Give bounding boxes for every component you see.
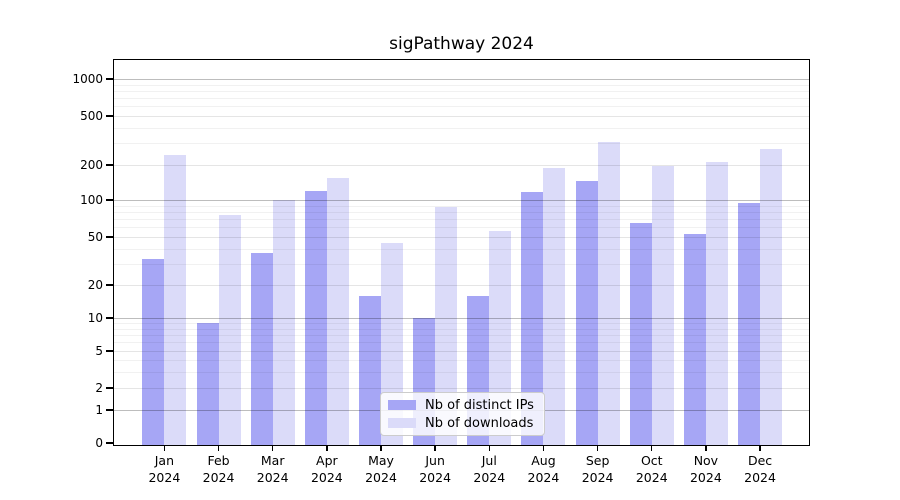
x-tick-mark (542, 446, 545, 451)
x-tick-year: 2024 (581, 470, 614, 485)
x-tick-mark (705, 446, 707, 451)
x-tick-month: Jun (425, 453, 445, 468)
bar-downloads-nov (705, 162, 728, 446)
x-tick-year: 2024 (256, 470, 289, 485)
x-tick-year: 2024 (473, 470, 506, 485)
x-tick-year: 2024 (527, 470, 560, 485)
bar-distinct-ips-feb (196, 323, 219, 446)
x-tick-month: May (368, 453, 394, 468)
bar-distinct-ips-aug (521, 191, 544, 446)
x-tick-label: Jul 2024 (461, 452, 517, 486)
chart-title: sigPathway 2024 (389, 34, 534, 54)
bar-downloads-jun (435, 206, 458, 446)
y-tick-mark (106, 236, 113, 238)
x-tick-year: 2024 (744, 470, 776, 485)
y-tick-label: 200 (80, 158, 103, 172)
x-tick-month: Feb (207, 453, 230, 468)
y-tick-label: 50 (87, 230, 103, 244)
bar-distinct-ips-dec (738, 202, 761, 446)
y-tick-label: 100 (80, 193, 103, 207)
x-tick-label: Aug 2024 (515, 452, 571, 486)
legend-label: Nb of distinct IPs (425, 397, 534, 413)
y-tick-mark (106, 164, 113, 166)
bar-downloads-mar (272, 200, 295, 446)
legend-item: Nb of distinct IPs (388, 398, 544, 413)
legend: Nb of distinct IPs Nb of downloads (380, 392, 545, 436)
bar-downloads-dec (760, 149, 783, 446)
y-tick-label: 20 (87, 278, 103, 292)
x-tick-year: 2024 (310, 470, 343, 485)
x-tick-label: Dec 2024 (732, 452, 788, 486)
y-tick-mark (106, 115, 113, 117)
bar-distinct-ips-nov (683, 233, 706, 446)
x-tick-label: Oct 2024 (624, 452, 680, 486)
x-tick-month: Dec (747, 453, 773, 468)
bar-distinct-ips-mar (250, 252, 273, 446)
x-tick-month: Apr (316, 453, 338, 468)
x-tick-label: Mar 2024 (245, 452, 301, 486)
x-tick-mark (272, 446, 274, 451)
x-tick-year: 2024 (689, 470, 722, 485)
x-tick-year: 2024 (635, 470, 668, 485)
y-tick-label: 500 (80, 109, 103, 123)
y-tick-label: 0 (95, 436, 103, 450)
y-tick-mark (106, 78, 113, 80)
bar-distinct-ips-apr (304, 190, 327, 446)
legend-label: Nb of downloads (425, 415, 534, 431)
y-tick-mark (106, 284, 113, 286)
legend-swatch-distinct-ips (388, 400, 416, 410)
x-tick-label: May 2024 (353, 452, 409, 486)
bar-downloads-oct (651, 166, 674, 446)
y-tick-mark (106, 409, 113, 411)
y-tick-label: 1 (95, 403, 103, 417)
x-tick-mark (759, 446, 761, 451)
x-tick-month: Sep (585, 453, 610, 468)
x-tick-label: Feb 2024 (191, 452, 247, 486)
x-tick-mark (380, 446, 382, 451)
x-tick-month: Jan (154, 453, 175, 468)
bar-downloads-apr (326, 177, 349, 446)
x-tick-label: Jun 2024 (407, 452, 463, 486)
legend-swatch-downloads (388, 418, 416, 428)
bar-downloads-feb (218, 214, 241, 446)
y-tick-mark (106, 442, 113, 444)
x-tick-mark (217, 446, 220, 451)
y-tick-label: 1000 (72, 72, 103, 86)
x-tick-label: Nov 2024 (678, 452, 734, 486)
y-tick-mark (106, 317, 113, 319)
y-tick-mark (106, 387, 113, 389)
bar-distinct-ips-sep (575, 181, 598, 446)
x-tick-month: Mar (260, 453, 285, 468)
y-tick-mark (106, 350, 113, 352)
x-tick-mark (651, 446, 653, 451)
bar-distinct-ips-may (359, 295, 381, 446)
x-tick-month: Nov (693, 453, 719, 468)
x-tick-mark (163, 446, 166, 451)
x-tick-label: Apr 2024 (299, 452, 355, 486)
x-tick-year: 2024 (148, 470, 181, 485)
x-tick-mark (434, 446, 436, 451)
bar-distinct-ips-jan (142, 258, 165, 446)
x-tick-mark (596, 446, 599, 451)
x-tick-mark (488, 446, 490, 451)
x-tick-year: 2024 (365, 470, 397, 485)
y-tick-mark (106, 199, 113, 201)
bar-downloads-aug (543, 168, 566, 446)
y-tick-label: 5 (95, 344, 103, 358)
x-tick-mark (326, 446, 328, 451)
x-tick-year: 2024 (202, 470, 235, 485)
y-tick-label: 10 (87, 311, 103, 325)
x-tick-year: 2024 (419, 470, 452, 485)
x-tick-label: Jan 2024 (136, 452, 192, 486)
y-tick-label: 2 (95, 381, 103, 395)
x-tick-month: Oct (640, 453, 663, 468)
legend-item: Nb of downloads (388, 416, 544, 431)
bar-downloads-jan (164, 155, 187, 446)
x-tick-month: Aug (531, 453, 556, 468)
x-tick-label: Sep 2024 (570, 452, 626, 486)
bar-distinct-ips-oct (629, 222, 652, 446)
bar-downloads-sep (597, 141, 620, 446)
x-tick-month: Jul (481, 453, 497, 468)
